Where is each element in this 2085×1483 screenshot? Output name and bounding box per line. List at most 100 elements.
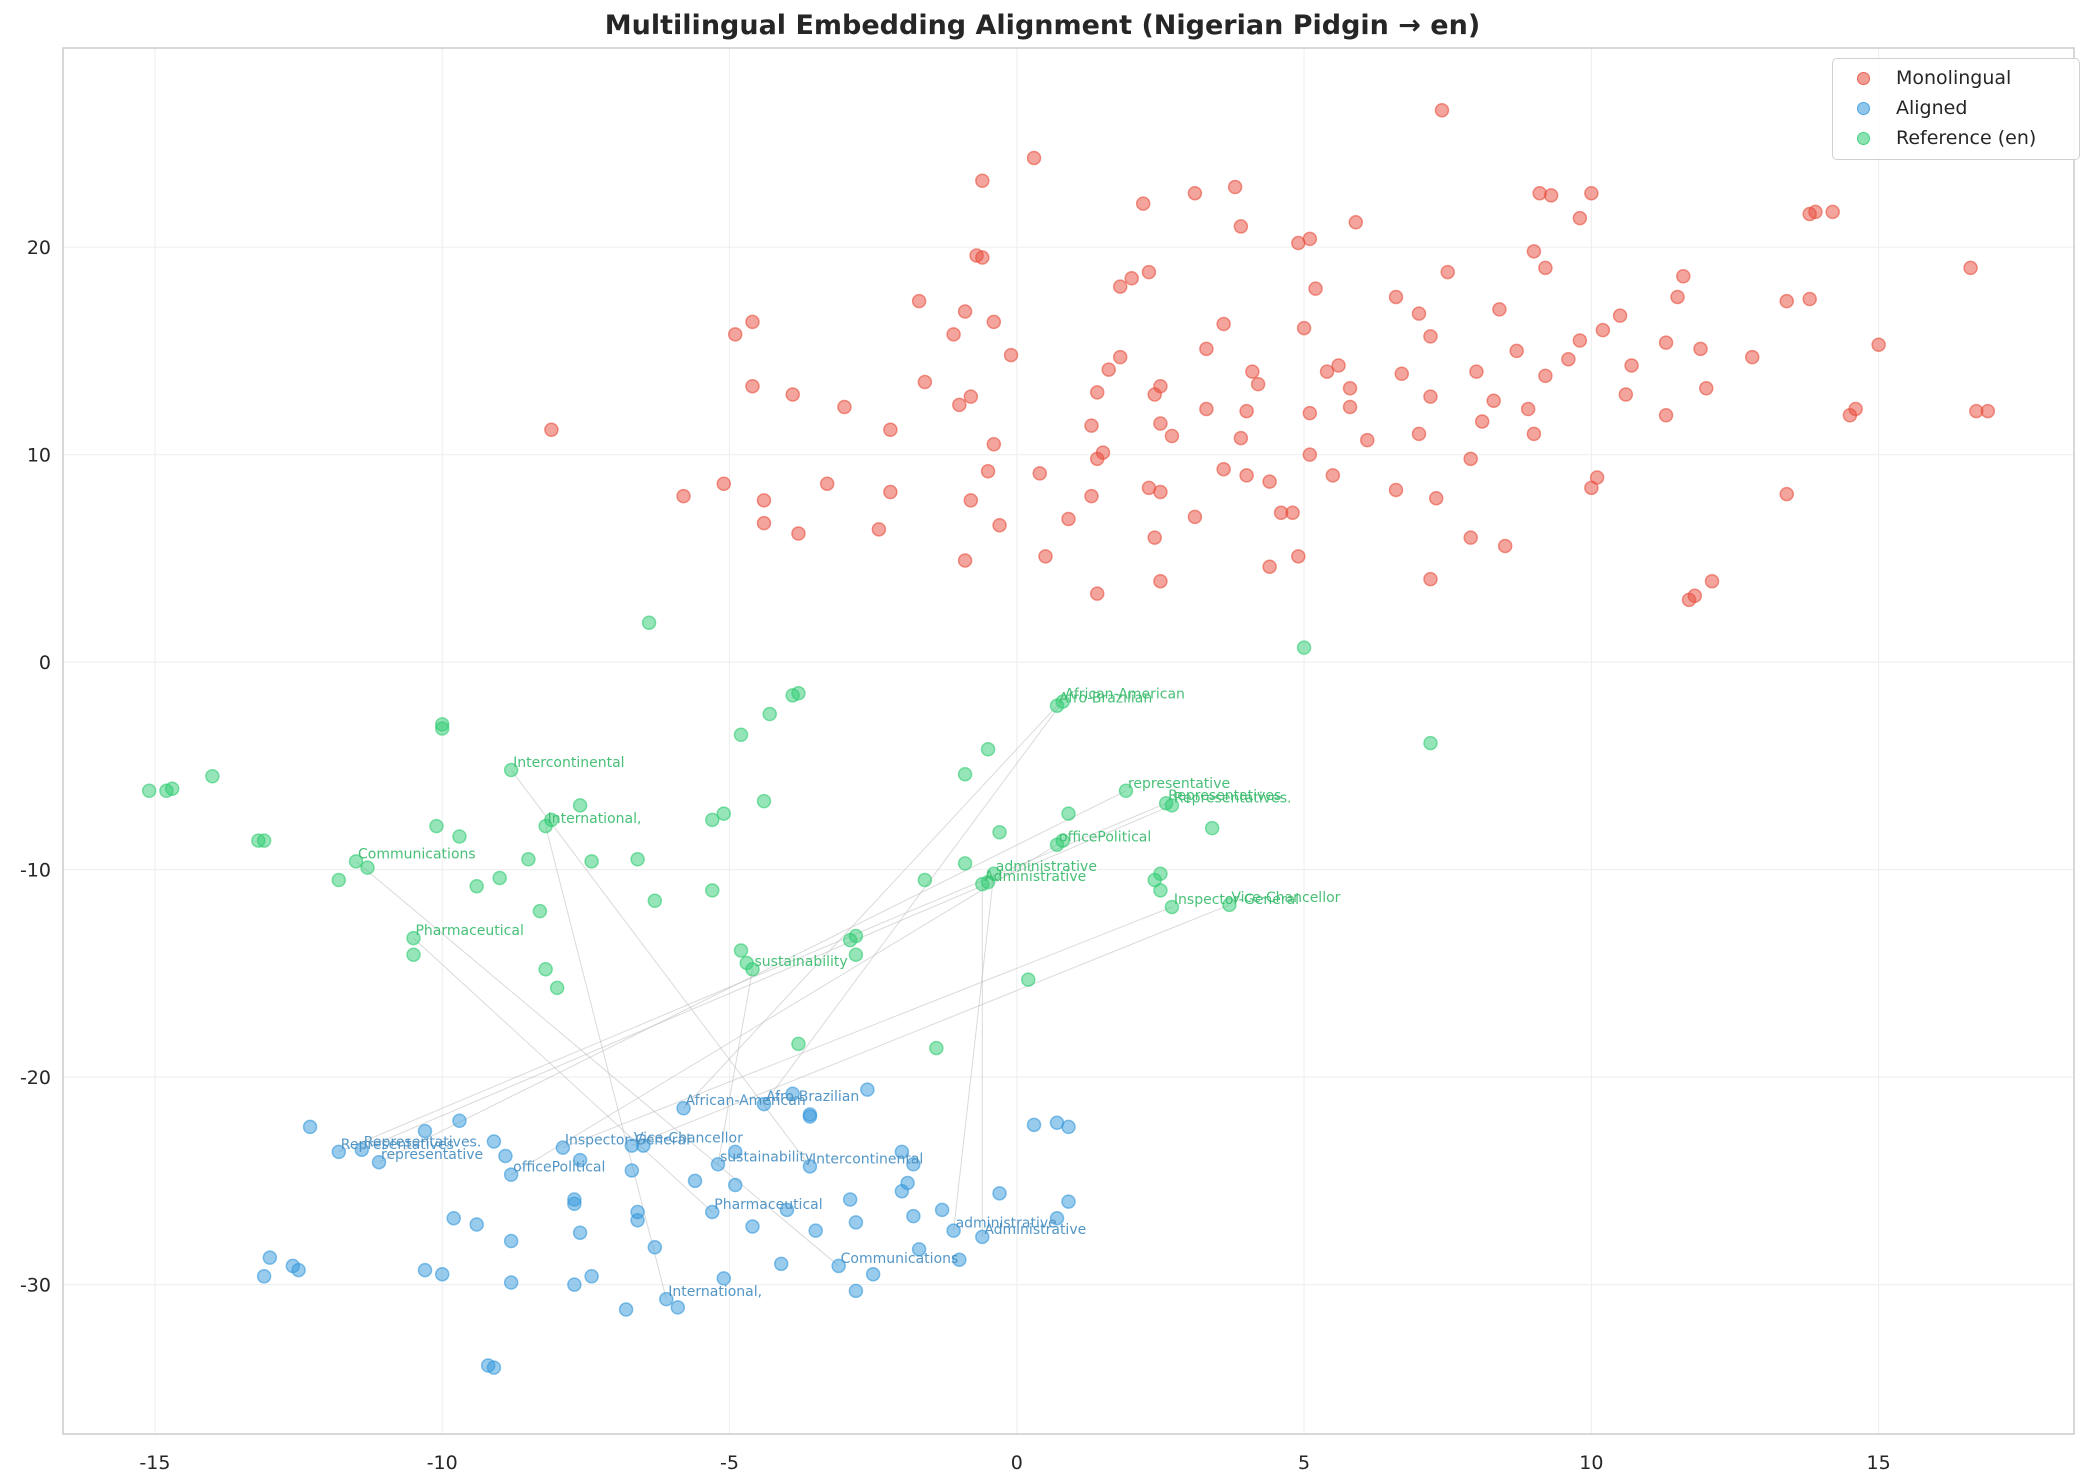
monolingual-point <box>1302 447 1318 462</box>
aligned-point-label: sustainability <box>720 1149 813 1165</box>
monolingual-point <box>975 173 990 189</box>
reference-point <box>1021 972 1036 987</box>
monolingual-point <box>1038 549 1053 564</box>
monolingual-point <box>1124 271 1139 286</box>
reference-point <box>1055 833 1071 848</box>
aligned-point <box>434 1266 450 1282</box>
reference-point-label: officePolitical <box>1059 830 1151 846</box>
monolingual-point <box>1302 405 1318 421</box>
legend-item-aligned: Aligned <box>1833 93 2079 123</box>
monolingual-point <box>963 389 979 404</box>
y-tick-label: -30 <box>20 1275 51 1297</box>
monolingual-point <box>1980 403 1996 419</box>
aligned-point <box>894 1144 910 1160</box>
monolingual-point <box>1658 335 1674 350</box>
reference-point <box>492 870 507 886</box>
monolingual-point <box>1026 150 1042 166</box>
monolingual-point <box>1492 302 1507 317</box>
monolingual-point <box>1463 451 1478 467</box>
aligned-point-label: Communications <box>841 1251 959 1267</box>
monolingual-point <box>1584 185 1599 201</box>
monolingual-point <box>992 517 1007 533</box>
alignment-line <box>413 937 713 1213</box>
monolingual-point <box>1497 538 1513 554</box>
monolingual-point <box>1561 351 1576 367</box>
reference-point <box>434 721 450 736</box>
reference-point <box>406 930 421 946</box>
aligned-point <box>848 1215 864 1230</box>
monolingual-point <box>963 493 979 508</box>
reference-point <box>1164 798 1180 813</box>
reference-point <box>521 852 536 867</box>
reference-point <box>705 812 720 828</box>
aligned-point <box>503 1275 519 1290</box>
reference-point-label: Communications <box>358 846 476 862</box>
monolingual-point <box>1434 102 1450 118</box>
monolingual-point <box>785 387 800 402</box>
reference-point <box>1222 897 1237 913</box>
aligned-point <box>256 1269 272 1284</box>
monolingual-point <box>1239 403 1254 419</box>
reference-point <box>1296 640 1312 655</box>
monolingual-point <box>1084 418 1099 433</box>
reference-point <box>917 872 933 888</box>
aligned-point <box>486 1360 502 1375</box>
aligned-point-label: representative <box>381 1147 483 1163</box>
monolingual-point <box>819 476 835 491</box>
monolingual-point <box>1825 204 1840 220</box>
alignment-line <box>510 844 1058 1176</box>
monolingual-point <box>1285 505 1300 521</box>
x-tick-label: 0 <box>1011 1452 1023 1474</box>
axis-ticks: -15 -10 -5 0 5 10 15 -30 -20 -10 0 10 20 <box>20 237 1891 1474</box>
aligned-point-label: Administrative <box>984 1222 1086 1238</box>
monolingual-point <box>1802 291 1817 307</box>
monolingual-point <box>871 522 887 537</box>
aligned-point <box>975 1229 990 1245</box>
monolingual-point <box>1187 509 1203 525</box>
aligned-point <box>567 1277 582 1292</box>
monolingual-marker-icon <box>1857 71 1870 85</box>
reference-point <box>1118 783 1134 799</box>
monolingual-point <box>883 484 898 500</box>
reference-point <box>745 961 760 977</box>
reference-point <box>733 727 749 743</box>
y-tick-label: -20 <box>20 1067 51 1089</box>
reference-point <box>980 874 996 890</box>
reference-point <box>756 793 772 809</box>
monolingual-point <box>1233 219 1249 234</box>
monolingual-point <box>1089 586 1105 601</box>
monolingual-point <box>1963 260 1978 276</box>
monolingual-point <box>1164 428 1180 444</box>
grid-lines <box>63 48 2074 1434</box>
aligned-point <box>992 1186 1007 1201</box>
reference-point-label: Representatives <box>1168 788 1281 804</box>
aligned-point <box>503 1233 519 1249</box>
monolingual-point <box>1153 484 1168 500</box>
monolingual-point <box>1101 362 1116 377</box>
aligned-point <box>779 1202 795 1218</box>
monolingual-point <box>756 493 772 508</box>
aligned-point <box>498 1148 513 1164</box>
alignment-line <box>338 802 1167 1153</box>
monolingual-point <box>745 314 760 330</box>
y-tick-label: 0 <box>39 652 51 674</box>
reference-point <box>791 1036 806 1052</box>
monolingual-point <box>1693 341 1708 357</box>
monolingual-point <box>1670 289 1685 305</box>
monolingual-point <box>1428 490 1444 506</box>
monolingual-point <box>716 476 732 491</box>
monolingual-point <box>1061 511 1076 527</box>
aligned-point <box>676 1100 691 1116</box>
aligned-point <box>687 1173 703 1189</box>
reference-marker-icon <box>1857 131 1870 145</box>
reference-point <box>452 829 467 844</box>
alignment-line <box>361 804 1173 1151</box>
aligned-point <box>900 1175 915 1191</box>
monolingual-point <box>917 374 933 390</box>
reference-point <box>1204 820 1220 836</box>
reference-point <box>842 932 858 948</box>
monolingual-point <box>1595 322 1611 338</box>
aligned-point <box>469 1217 484 1232</box>
reference-point-label: African-American <box>1065 687 1185 703</box>
aligned-point <box>291 1262 306 1278</box>
